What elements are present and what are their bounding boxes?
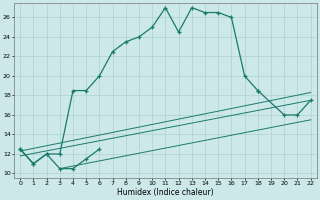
X-axis label: Humidex (Indice chaleur): Humidex (Indice chaleur) (117, 188, 214, 197)
